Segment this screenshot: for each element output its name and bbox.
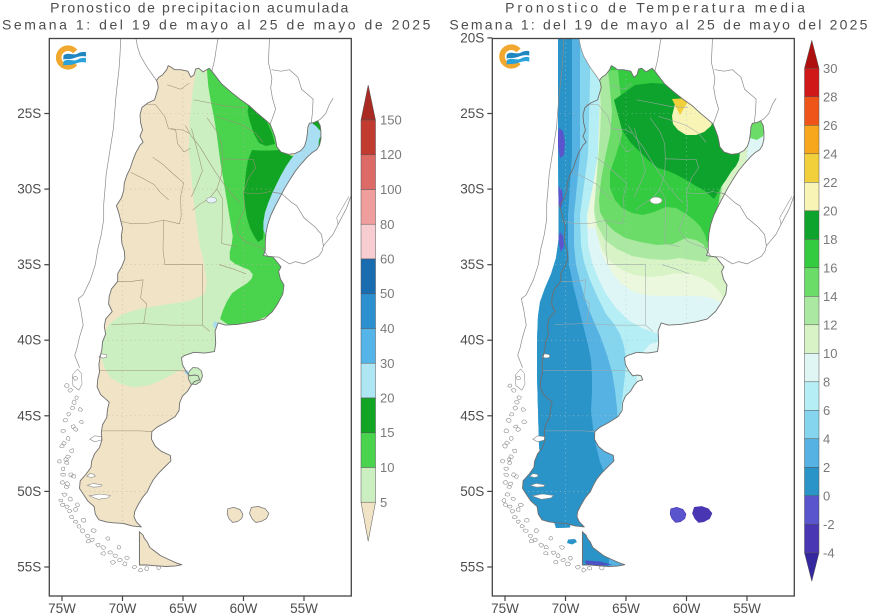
svg-text:22: 22	[823, 175, 837, 190]
svg-text:45S: 45S	[460, 408, 484, 423]
svg-text:12: 12	[823, 317, 837, 332]
svg-text:25S: 25S	[17, 106, 41, 121]
svg-text:35S: 35S	[460, 257, 484, 272]
svg-text:75W: 75W	[491, 601, 519, 616]
svg-text:100: 100	[380, 182, 402, 197]
svg-text:40: 40	[380, 321, 394, 336]
svg-text:50S: 50S	[460, 484, 484, 499]
svg-text:20: 20	[380, 391, 394, 406]
svg-text:80: 80	[380, 217, 394, 232]
svg-text:10: 10	[823, 346, 837, 361]
svg-text:120: 120	[380, 147, 402, 162]
svg-text:50S: 50S	[17, 484, 41, 499]
svg-text:75W: 75W	[48, 601, 76, 616]
svg-text:55S: 55S	[17, 560, 41, 575]
svg-text:20: 20	[823, 203, 837, 218]
svg-text:-4: -4	[823, 545, 835, 560]
svg-text:25S: 25S	[460, 106, 484, 121]
svg-text:10: 10	[380, 460, 394, 475]
svg-text:60W: 60W	[230, 601, 258, 616]
svg-text:5: 5	[380, 495, 387, 510]
svg-text:65W: 65W	[612, 601, 640, 616]
svg-text:60W: 60W	[673, 601, 701, 616]
svg-text:0: 0	[823, 488, 830, 503]
svg-text:45S: 45S	[17, 408, 41, 423]
svg-text:-2: -2	[823, 517, 835, 532]
svg-text:30S: 30S	[460, 182, 484, 197]
svg-text:15: 15	[380, 425, 394, 440]
svg-text:Pronostico de Temperatura medi: Pronostico de Temperatura media	[505, 0, 808, 16]
svg-text:18: 18	[823, 232, 837, 247]
svg-text:30S: 30S	[17, 182, 41, 197]
svg-text:2: 2	[823, 460, 830, 475]
svg-text:Semana 1: del 19 de mayo al 25: Semana 1: del 19 de mayo al 25 de mayo d…	[2, 17, 433, 33]
svg-text:8: 8	[823, 374, 830, 389]
svg-text:28: 28	[823, 89, 837, 104]
svg-text:55S: 55S	[460, 560, 484, 575]
svg-text:14: 14	[823, 289, 837, 304]
svg-text:150: 150	[380, 113, 402, 128]
svg-text:40S: 40S	[460, 333, 484, 348]
svg-text:6: 6	[823, 403, 830, 418]
svg-text:4: 4	[823, 431, 830, 446]
svg-text:16: 16	[823, 260, 837, 275]
svg-text:70W: 70W	[109, 601, 137, 616]
svg-text:26: 26	[823, 118, 837, 133]
svg-text:70W: 70W	[552, 601, 580, 616]
svg-text:65W: 65W	[169, 601, 197, 616]
svg-text:20S: 20S	[460, 30, 484, 45]
svg-text:Semana 1: del 19 de mayo al 25: Semana 1: del 19 de mayo al 25 de mayo d…	[449, 17, 869, 33]
svg-text:30: 30	[380, 356, 394, 371]
svg-text:55W: 55W	[733, 601, 761, 616]
svg-text:55W: 55W	[290, 601, 318, 616]
svg-text:50: 50	[380, 286, 394, 301]
svg-text:40S: 40S	[17, 333, 41, 348]
svg-text:24: 24	[823, 146, 837, 161]
svg-text:60: 60	[380, 252, 394, 267]
svg-text:30: 30	[823, 61, 837, 76]
svg-text:35S: 35S	[17, 257, 41, 272]
svg-text:Pronostico de precipitacion ac: Pronostico de precipitacion acumulada	[50, 0, 350, 16]
